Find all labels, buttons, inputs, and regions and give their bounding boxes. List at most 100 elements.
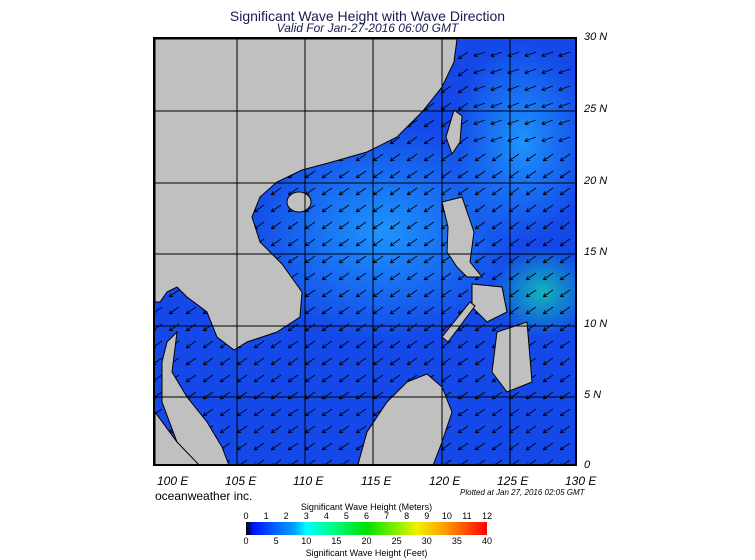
colorbar-meter-tick: 3 (303, 511, 309, 521)
land-mainland-asia (155, 39, 458, 351)
wave-direction-arrow (474, 442, 486, 451)
wave-direction-arrow (542, 153, 554, 162)
wave-direction-arrow (287, 357, 299, 366)
wave-direction-arrow (338, 425, 350, 434)
wave-direction-arrow (406, 306, 418, 315)
wave-direction-arrow (559, 357, 571, 366)
wave-direction-arrow (338, 221, 350, 230)
wave-direction-arrow (423, 306, 435, 315)
wave-direction-arrow (253, 374, 265, 383)
wave-direction-arrow (238, 459, 248, 464)
wave-direction-arrow (423, 272, 435, 281)
lon-label-130e: 130 E (565, 474, 597, 488)
wave-direction-arrow (355, 289, 367, 298)
colorbar-meter-tick: 8 (404, 511, 410, 521)
wave-direction-arrow (542, 408, 554, 417)
colorbar-feet-tick: 0 (243, 536, 249, 546)
wave-direction-arrow (473, 68, 486, 75)
wave-direction-arrow (559, 238, 571, 247)
map-canvas (155, 39, 575, 464)
wave-direction-arrow (490, 85, 503, 92)
wave-direction-arrow (321, 221, 333, 230)
wave-direction-arrow (389, 272, 401, 281)
wave-direction-arrow (406, 170, 418, 179)
wave-direction-arrow (389, 238, 401, 247)
land-hainan (286, 191, 312, 213)
wave-direction-arrow (542, 170, 554, 179)
wave-direction-arrow (457, 153, 469, 162)
wave-direction-arrow (287, 340, 299, 349)
wave-direction-arrow (474, 340, 486, 349)
wave-direction-arrow (155, 340, 163, 348)
wave-direction-arrow (321, 204, 333, 213)
wave-direction-arrow (525, 272, 537, 281)
wave-direction-arrow (474, 255, 486, 264)
wave-direction-arrow (270, 374, 282, 383)
wave-direction-arrow (558, 119, 571, 126)
land (155, 39, 533, 464)
wave-direction-arrow (473, 85, 486, 92)
wave-direction-arrow (457, 102, 469, 111)
wave-direction-arrow (559, 442, 571, 451)
wave-direction-arrow (510, 459, 520, 464)
wave-direction-arrow (338, 340, 350, 349)
wave-direction-arrow (525, 221, 537, 230)
wave-direction-arrow (321, 340, 333, 349)
wave-direction-arrow (541, 85, 554, 92)
wave-direction-arrow (323, 459, 333, 464)
wave-direction-arrow (559, 204, 571, 213)
wave-direction-arrow (525, 425, 537, 434)
wave-direction-arrow (559, 340, 571, 349)
wave-direction-arrow (491, 221, 503, 230)
wave-direction-arrow (155, 323, 163, 331)
colorbar-meter-tick: 7 (384, 511, 390, 521)
wave-direction-arrow (457, 442, 469, 451)
map-subtitle: Valid For Jan-27-2016 06:00 GMT (276, 21, 459, 35)
lat-label-15n: 15 N (584, 246, 608, 258)
wave-direction-arrow (423, 119, 435, 128)
wave-direction-arrow (559, 153, 571, 162)
wave-direction-arrow (525, 289, 537, 298)
wave-direction-arrow (272, 459, 282, 464)
wave-direction-arrow (406, 153, 418, 162)
wave-direction-arrow (474, 170, 486, 179)
wave-direction-arrow (389, 340, 401, 349)
wave-direction-arrow (559, 221, 571, 230)
wave-direction-arrow (491, 408, 503, 417)
wave-direction-arrow (527, 459, 537, 464)
wave-direction-arrow (423, 170, 435, 179)
wave-direction-arrow (355, 204, 367, 213)
colorbar-meter-tick: 2 (283, 511, 289, 521)
wave-direction-arrow (490, 102, 503, 109)
wave-direction-arrow (474, 408, 486, 417)
wave-direction-arrow (459, 459, 469, 464)
wave-direction-arrow (289, 459, 299, 464)
wave-direction-arrow (155, 306, 163, 314)
colorbar-meter-tick: 12 (481, 511, 493, 521)
wave-direction-arrow (202, 374, 214, 383)
wave-direction-arrow (542, 204, 554, 213)
wave-direction-arrow (338, 289, 350, 298)
wave-direction-arrow (423, 221, 435, 230)
wave-direction-arrow (287, 408, 299, 417)
wave-direction-arrow (524, 119, 537, 126)
colorbar-title-meters: Significant Wave Height (Meters) (300, 502, 433, 512)
land-palawan (441, 301, 476, 343)
colorbar-title-feet: Significant Wave Height (Feet) (305, 548, 428, 558)
wave-direction-arrow (559, 289, 571, 298)
wave-direction-arrow (524, 102, 537, 109)
wave-direction-arrow (490, 68, 503, 75)
wave-direction-arrow (321, 306, 333, 315)
wave-direction-arrow (406, 238, 418, 247)
wave-direction-arrow (406, 187, 418, 196)
wave-direction-arrow (338, 306, 350, 315)
lat-label-20n: 20 N (584, 175, 608, 187)
wave-direction-arrow (270, 221, 282, 230)
wave-direction-arrow (473, 136, 486, 143)
wave-direction-arrow (525, 255, 537, 264)
wave-direction-arrow (185, 374, 197, 383)
wave-direction-arrow (355, 238, 367, 247)
wave-direction-arrow (541, 119, 554, 126)
wave-direction-arrow (474, 153, 486, 162)
